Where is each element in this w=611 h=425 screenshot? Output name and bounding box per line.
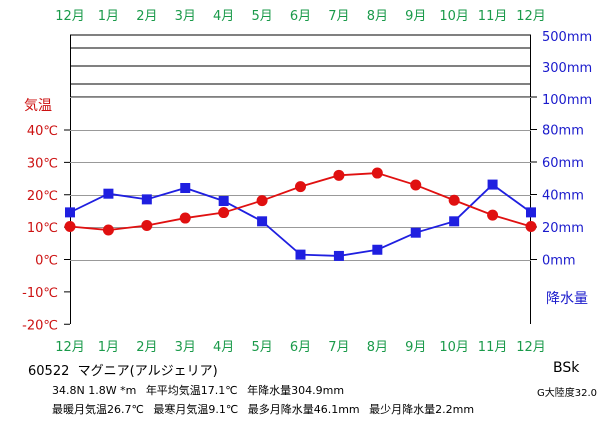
precip-tick-label: 40mm bbox=[542, 189, 584, 204]
month-label-top: 6月 bbox=[290, 9, 311, 24]
month-label-bottom: 5月 bbox=[251, 340, 272, 355]
temp-tick-label: -10℃ bbox=[22, 286, 58, 301]
month-label-top: 12月 bbox=[55, 9, 85, 24]
station-label: 60522 マグニア(アルジェリア) bbox=[28, 360, 218, 379]
month-label-top: 8月 bbox=[367, 9, 388, 24]
temp-point bbox=[102, 224, 114, 236]
precip-point bbox=[295, 249, 306, 260]
coldest-month: 最寒月気温9.1℃ bbox=[153, 403, 239, 416]
station-id: 60522 bbox=[28, 364, 70, 379]
month-label-top: 9月 bbox=[405, 9, 426, 24]
month-label-top: 12月 bbox=[516, 9, 546, 24]
temp-tick-label: 10℃ bbox=[27, 221, 58, 236]
month-label-bottom: 1月 bbox=[98, 340, 119, 355]
precip-point bbox=[410, 227, 421, 238]
precip-point bbox=[65, 207, 75, 218]
month-label-top: 1月 bbox=[98, 9, 119, 24]
precip-point bbox=[180, 183, 191, 193]
precip-point bbox=[487, 179, 498, 190]
month-label-top: 2月 bbox=[136, 9, 157, 24]
month-label-top: 7月 bbox=[328, 9, 349, 24]
month-label-top: 10月 bbox=[439, 9, 469, 24]
precip-tick-label: 20mm bbox=[542, 221, 584, 236]
month-label-bottom: 9月 bbox=[405, 340, 426, 355]
temp-tick-label: 40℃ bbox=[27, 124, 58, 139]
precip-point bbox=[372, 244, 383, 255]
precip-tick-label: 100mm bbox=[542, 93, 592, 108]
temp-point bbox=[179, 212, 191, 224]
precip-point bbox=[526, 207, 536, 218]
precip-tick-label: 80mm bbox=[542, 124, 584, 139]
precip-point bbox=[449, 216, 460, 227]
precip-tick-label: 60mm bbox=[542, 156, 584, 171]
temp-point bbox=[525, 220, 537, 232]
climate-chart: 12月 1月 2月 3月 4月 5月 6月 7月 8月 9月 10月 11月 12月 12月 1月 2月 3月 4… bbox=[22, 9, 592, 355]
month-label-bottom: 3月 bbox=[175, 340, 196, 355]
month-label-bottom: 7月 bbox=[328, 340, 349, 355]
precip-tick-label: 500mm bbox=[542, 30, 592, 45]
temp-tick-label: -20℃ bbox=[22, 318, 58, 333]
precip-tick-label: 300mm bbox=[542, 61, 592, 76]
month-label-bottom: 12月 bbox=[516, 340, 546, 355]
warmest-month: 最暖月気温26.7℃ bbox=[52, 403, 144, 416]
station-meta-line-2: 最暖月気温26.7℃ 最寒月気温9.1℃ 最多月降水量46.1mm 最少月降水量… bbox=[52, 401, 480, 417]
precip-tick-label: 0mm bbox=[542, 254, 576, 269]
month-label-bottom: 10月 bbox=[439, 340, 469, 355]
precip-point bbox=[218, 196, 229, 206]
precip-axis-label: 降水量 bbox=[546, 291, 588, 307]
temp-tick-label: 0℃ bbox=[35, 254, 58, 269]
temp-point bbox=[487, 209, 499, 221]
max-precip: 最多月降水量46.1mm bbox=[247, 403, 360, 416]
temp-point bbox=[333, 169, 345, 181]
precip-point bbox=[333, 250, 344, 261]
station-name: マグニア(アルジェリア) bbox=[77, 364, 218, 379]
month-label-top: 11月 bbox=[478, 9, 508, 24]
temp-point bbox=[256, 195, 268, 207]
month-label-top: 3月 bbox=[175, 9, 196, 24]
temp-tick-label: 20℃ bbox=[27, 189, 58, 204]
precip-point bbox=[141, 194, 152, 205]
temp-point bbox=[141, 220, 153, 232]
month-label-bottom: 12月 bbox=[55, 340, 85, 355]
min-precip: 最少月降水量2.2mm bbox=[369, 403, 475, 416]
month-label-bottom: 2月 bbox=[136, 340, 157, 355]
temp-tick-label: 30℃ bbox=[27, 156, 58, 171]
temp-point bbox=[295, 181, 306, 193]
temp-point bbox=[64, 220, 76, 232]
month-label-bottom: 8月 bbox=[367, 340, 388, 355]
month-label-bottom: 4月 bbox=[213, 340, 234, 355]
month-label-top: 5月 bbox=[251, 9, 272, 24]
annual-precip: 年降水量304.9mm bbox=[247, 384, 345, 397]
temp-point bbox=[218, 207, 230, 219]
temp-axis-label: 気温 bbox=[24, 98, 52, 114]
temp-point bbox=[448, 194, 460, 206]
precip-point bbox=[257, 216, 268, 227]
temp-point bbox=[371, 167, 383, 179]
station-meta-line-1: 34.8N 1.8W *m 年平均気温17.1℃ 年降水量304.9mm bbox=[52, 382, 350, 398]
month-label-bottom: 6月 bbox=[290, 340, 311, 355]
month-label-bottom: 11月 bbox=[478, 340, 508, 355]
month-label-top: 4月 bbox=[213, 9, 234, 24]
annual-temp: 年平均気温17.1℃ bbox=[145, 384, 238, 397]
precip-point bbox=[103, 188, 114, 199]
temp-point bbox=[410, 179, 422, 191]
climate-code: BSk bbox=[553, 360, 580, 376]
coords: 34.8N 1.8W *m bbox=[52, 384, 137, 397]
continentality: G大陸度32.0 bbox=[537, 388, 598, 399]
